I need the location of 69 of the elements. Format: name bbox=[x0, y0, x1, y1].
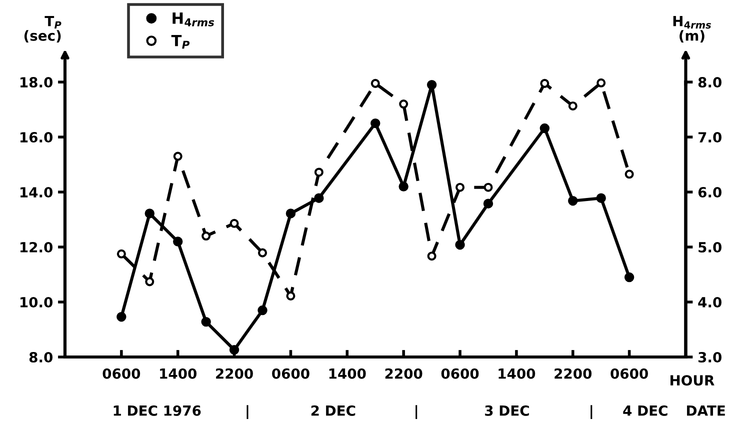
point bbox=[286, 291, 296, 300]
x-tick-label: 1400 bbox=[498, 368, 536, 379]
point bbox=[455, 240, 465, 250]
point bbox=[172, 236, 183, 246]
point bbox=[624, 170, 634, 179]
text: 4 DEC bbox=[623, 405, 668, 416]
y2-tick-label: 4.0 bbox=[698, 296, 722, 308]
point bbox=[314, 193, 324, 203]
point bbox=[116, 249, 126, 258]
x-tick-label: 1400 bbox=[160, 368, 197, 379]
point bbox=[596, 78, 606, 88]
text: 2 DEC bbox=[311, 405, 356, 416]
point bbox=[258, 248, 268, 258]
y2-tick-label: 5.0 bbox=[698, 242, 722, 253]
point bbox=[116, 312, 126, 322]
x-tick-label: 2200 bbox=[554, 368, 592, 379]
point bbox=[398, 182, 408, 192]
text: | bbox=[416, 405, 418, 420]
text: 3 DEC bbox=[485, 405, 529, 416]
point bbox=[229, 345, 240, 355]
point bbox=[370, 78, 380, 88]
point bbox=[483, 198, 494, 208]
point bbox=[145, 277, 154, 286]
x-tick-label: 0600 bbox=[102, 368, 140, 379]
y-tick-label: 16.0 bbox=[20, 132, 53, 143]
text: | bbox=[590, 405, 592, 420]
legend-label: T$_{P}$ bbox=[171, 34, 190, 49]
y2-tick-label: 7.0 bbox=[698, 132, 722, 143]
x-tick-label: 0600 bbox=[272, 368, 310, 379]
y-tick-label: 18.0 bbox=[20, 77, 53, 88]
y2-tick-label: 6.0 bbox=[698, 187, 722, 198]
point bbox=[456, 182, 465, 192]
y2-tick-label: 3.0 bbox=[698, 352, 722, 362]
point bbox=[286, 208, 296, 218]
y-tick-label: 14.0 bbox=[20, 187, 53, 198]
point bbox=[370, 118, 380, 128]
x-tick-label: 0600 bbox=[610, 368, 648, 379]
text: 1 DEC 1976 bbox=[114, 405, 201, 416]
point bbox=[540, 123, 550, 134]
point bbox=[568, 196, 578, 206]
x-tick-label: 2200 bbox=[216, 368, 253, 379]
text: DATE bbox=[687, 406, 725, 416]
point bbox=[230, 218, 239, 228]
point bbox=[540, 78, 550, 88]
x-axis-title: HOUR bbox=[670, 375, 714, 386]
point bbox=[144, 208, 154, 218]
point bbox=[596, 193, 606, 203]
point bbox=[484, 182, 493, 192]
point bbox=[624, 272, 634, 282]
point bbox=[201, 316, 211, 327]
point bbox=[427, 252, 436, 261]
y-tick-label: 10.0 bbox=[20, 296, 53, 308]
x-tick-label: 1400 bbox=[329, 368, 366, 379]
y-tick-label: 8.0 bbox=[29, 352, 53, 362]
y2-tick-label: 8.0 bbox=[698, 77, 722, 88]
y-axis-title: T$_{P}$ (sec) bbox=[24, 16, 62, 43]
text: | bbox=[246, 405, 248, 420]
legend-label: H$_{4rms}$ bbox=[172, 12, 214, 26]
point bbox=[426, 80, 437, 90]
point bbox=[314, 168, 324, 177]
x-tick-label: 2200 bbox=[385, 368, 422, 379]
point bbox=[173, 152, 182, 161]
point bbox=[202, 232, 211, 241]
x-tick-label: 0600 bbox=[441, 368, 479, 379]
y-tick-label: 12.0 bbox=[20, 242, 53, 253]
point bbox=[258, 305, 268, 316]
y2-axis-title: H$_{4rms}$ (m) bbox=[673, 16, 711, 43]
point bbox=[568, 101, 578, 110]
point bbox=[399, 100, 408, 109]
